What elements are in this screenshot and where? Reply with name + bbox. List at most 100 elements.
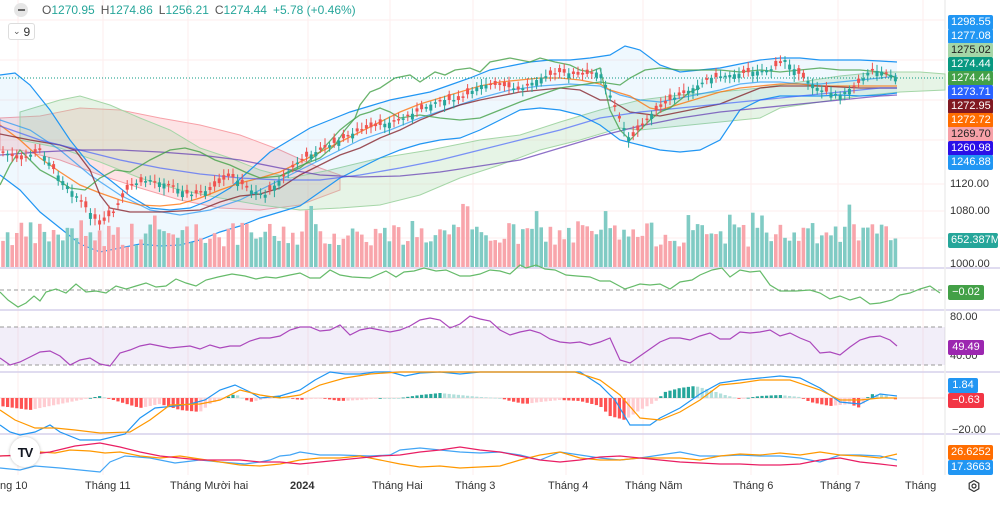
candle-body	[539, 77, 543, 84]
volume-bar	[843, 226, 847, 267]
candle-body	[171, 185, 175, 187]
candle-body	[263, 194, 267, 198]
macd-histogram-bar	[162, 398, 166, 406]
candle-body	[852, 85, 856, 87]
candle-body	[180, 191, 184, 198]
indicators-toggle-button[interactable]: ⌄ 9	[8, 23, 36, 40]
volume-bar	[829, 235, 833, 267]
macd-histogram-bar	[820, 398, 824, 405]
candle-body	[10, 153, 14, 157]
candle-body	[111, 211, 115, 214]
candle-body	[613, 105, 617, 107]
macd-histogram-bar	[47, 398, 51, 407]
volume-bar	[456, 227, 461, 267]
low-label: L	[158, 3, 166, 17]
macd-histogram-bar	[383, 398, 387, 399]
candle-body	[765, 70, 769, 73]
candle-body	[323, 145, 327, 148]
candle-body	[392, 120, 396, 122]
macd-tick: −20.00	[952, 424, 986, 436]
volume-bar	[125, 246, 129, 267]
volume-bar	[502, 238, 507, 267]
volume-bar	[833, 226, 838, 267]
candle-body	[567, 73, 571, 79]
macd-histogram-bar	[880, 394, 884, 398]
candle-body	[677, 92, 681, 96]
bb-upper	[0, 45, 898, 211]
candle-body	[512, 88, 516, 90]
macd-histogram-bar	[387, 398, 391, 399]
candle-body	[861, 78, 865, 81]
macd-histogram-bar	[397, 398, 401, 399]
macd-histogram-bar	[774, 395, 778, 398]
volume-bar	[180, 230, 185, 267]
candle-body	[70, 191, 74, 197]
macd-histogram-bar	[852, 398, 856, 406]
volume-bar	[107, 225, 111, 267]
volume-bar	[815, 243, 819, 267]
macd-histogram-bar	[139, 398, 143, 408]
candle-body	[52, 164, 56, 170]
candle-body	[102, 217, 106, 221]
volume-bar	[176, 237, 180, 267]
candle-body	[870, 68, 874, 71]
macd-histogram-bar	[843, 398, 847, 405]
volume-bar	[530, 228, 534, 267]
volume-bar	[521, 229, 525, 267]
chikou-span	[0, 67, 898, 191]
candle-body	[144, 181, 148, 183]
macd-histogram-bar	[65, 398, 69, 403]
candle-body	[544, 76, 548, 79]
volume-bar	[553, 244, 557, 267]
candle-body	[604, 84, 608, 88]
volume-bar	[470, 229, 474, 267]
macd-histogram-bar	[590, 398, 594, 404]
candle-body	[654, 105, 658, 111]
gear-icon[interactable]	[968, 480, 980, 492]
open-value: 1270.95	[51, 3, 95, 17]
candle-body	[176, 188, 180, 194]
dmi-plus-line	[0, 447, 898, 473]
macd-histogram-bar	[498, 397, 502, 399]
volume-bar	[424, 242, 428, 267]
macd-histogram-bar	[245, 398, 249, 401]
macd-histogram-bar	[130, 398, 134, 406]
macd-histogram-bar	[194, 398, 198, 412]
macd-histogram-bar	[493, 397, 497, 399]
volume-bars	[1, 203, 898, 267]
candle-body	[337, 140, 341, 146]
indicator-count: 9	[23, 24, 31, 39]
volume-bar	[608, 228, 612, 267]
candle-body	[627, 137, 631, 142]
macd-histogram-bar	[627, 398, 631, 418]
candle-body	[797, 68, 801, 74]
chikou-span-2	[279, 57, 701, 177]
volume-bar	[429, 241, 433, 267]
volume-bar	[691, 230, 695, 267]
volume-bar	[801, 227, 806, 267]
candle-body	[268, 185, 272, 191]
price-badge: 1269.70	[948, 127, 993, 142]
macd-histogram-bar	[893, 398, 897, 400]
macd-histogram-bar	[719, 393, 723, 398]
macd-histogram-bar	[300, 398, 304, 400]
macd-histogram-bar	[433, 393, 437, 398]
volume-bar	[626, 236, 631, 267]
candle-body	[585, 69, 589, 74]
macd-histogram-bar	[732, 397, 736, 399]
candle-body	[318, 147, 322, 150]
tradingview-logo[interactable]: TV	[10, 437, 40, 467]
macd-histogram-bar	[15, 398, 19, 409]
candle-body	[746, 67, 750, 73]
macd-histogram-bar	[236, 395, 240, 398]
macd-histogram-bar	[171, 398, 175, 408]
macd-histogram-bar	[489, 397, 493, 399]
cloud-bearish	[0, 107, 341, 211]
candle-body	[107, 210, 111, 217]
candle-body	[723, 75, 727, 78]
minus-icon[interactable]	[14, 3, 28, 17]
volume-bar	[153, 215, 157, 267]
macd-histogram-bar	[673, 389, 677, 398]
volume-bar	[24, 236, 28, 267]
